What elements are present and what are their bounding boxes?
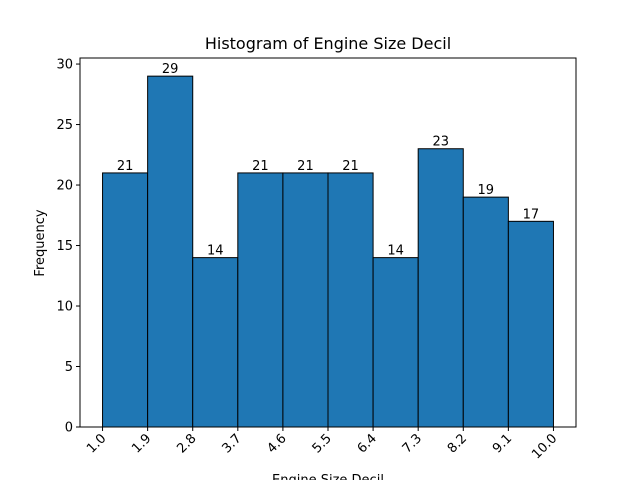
data-label: 17 bbox=[523, 207, 540, 222]
x-tick-label: 8.2 bbox=[445, 431, 470, 456]
bar bbox=[147, 75, 194, 428]
bar bbox=[372, 257, 419, 428]
bar bbox=[327, 172, 374, 428]
bar bbox=[192, 257, 239, 428]
x-tick-label: 1.0 bbox=[84, 431, 109, 456]
x-tick-label: 10.0 bbox=[529, 431, 560, 462]
y-tick-label: 0 bbox=[65, 421, 73, 436]
data-label: 21 bbox=[117, 159, 134, 174]
data-label: 21 bbox=[297, 159, 314, 174]
y-tick-label: 20 bbox=[56, 179, 73, 194]
data-label: 14 bbox=[387, 244, 404, 259]
bar bbox=[417, 148, 464, 428]
x-tick-label: 9.1 bbox=[490, 431, 515, 456]
x-tick-label: 7.3 bbox=[400, 431, 425, 456]
y-tick-label: 10 bbox=[56, 300, 73, 315]
bar bbox=[507, 220, 554, 428]
y-tick-label: 15 bbox=[56, 239, 73, 254]
chart-title: Histogram of Engine Size Decil bbox=[205, 34, 451, 53]
bar bbox=[462, 196, 509, 428]
bar bbox=[282, 172, 329, 428]
y-axis-label: Frequency bbox=[33, 209, 48, 276]
y-tick-label: 30 bbox=[56, 58, 73, 73]
data-label: 14 bbox=[207, 244, 224, 259]
data-label: 19 bbox=[478, 183, 495, 198]
bar bbox=[102, 172, 149, 428]
bar bbox=[237, 172, 284, 428]
y-tick-label: 25 bbox=[56, 118, 73, 133]
data-label: 29 bbox=[162, 62, 179, 77]
x-tick-label: 4.6 bbox=[265, 431, 290, 456]
x-axis-label: Engine Size Decil bbox=[272, 473, 384, 480]
data-label: 21 bbox=[342, 159, 359, 174]
x-tick-label: 1.9 bbox=[129, 431, 154, 456]
x-tick-label: 6.4 bbox=[355, 431, 380, 456]
y-tick-label: 5 bbox=[65, 360, 73, 375]
x-tick-label: 2.8 bbox=[174, 431, 199, 456]
data-label: 21 bbox=[252, 159, 269, 174]
data-label: 23 bbox=[432, 135, 449, 150]
x-tick-label: 5.5 bbox=[310, 431, 335, 456]
x-tick-label: 3.7 bbox=[219, 431, 244, 456]
